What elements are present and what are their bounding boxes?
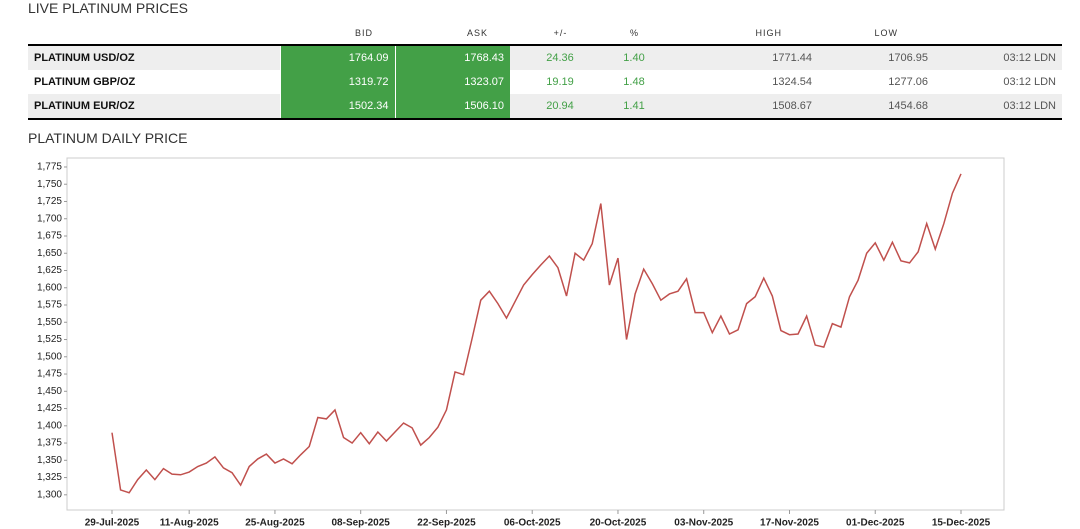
table-cell: 1319.72 [279, 70, 395, 94]
table-cell: 20.94 [510, 94, 610, 120]
column-header: % [610, 22, 658, 46]
table-row: PLATINUM GBP/OZ 1319.72 1323.07 19.19 1.48 13… [28, 70, 1062, 94]
table-cell: 1768.43 [394, 45, 510, 70]
table-cell: 1.41 [610, 94, 658, 120]
table-body: PLATINUM USD/OZ 1764.09 1768.43 24.36 1.40 17… [28, 45, 1062, 120]
x-tick-label: 03-Nov-2025 [674, 518, 733, 529]
y-tick-label: 1,350 [37, 455, 62, 466]
price-line [111, 173, 962, 494]
y-tick-label: 1,650 [37, 248, 62, 259]
prices-title: LIVE PLATINUM PRICES [28, 0, 189, 16]
y-tick-label: 1,750 [37, 179, 62, 190]
x-tick-label: 11-Aug-2025 [160, 518, 219, 529]
y-tick-label: 1,675 [37, 231, 62, 242]
x-tick-label: 08-Sep-2025 [332, 518, 391, 529]
table-cell: 1277.06 [888, 76, 928, 88]
header-cell [934, 22, 1062, 46]
y-tick-label: 1,375 [37, 438, 62, 449]
column-header: +/- [510, 22, 610, 46]
table-cell: PLATINUM GBP/OZ [34, 76, 136, 88]
x-tick-label: 06-Oct-2025 [504, 518, 561, 529]
column-header: LOW [818, 22, 934, 46]
table-cell: 03:12 LDN [934, 45, 1062, 70]
y-tick-label: 1,525 [37, 334, 62, 345]
y-tick-label: 1,500 [37, 351, 62, 362]
y-tick-label: 1,575 [37, 300, 62, 311]
y-tick-label: 1,425 [37, 403, 62, 414]
plot-frame [66, 157, 1005, 511]
table-cell: 1508.67 [658, 94, 818, 120]
table-row: PLATINUM USD/OZ 1764.09 1768.43 24.36 1.40 17… [28, 45, 1062, 70]
x-tick-label: 15-Dec-2025 [932, 518, 991, 529]
column-header: ASK [395, 22, 510, 46]
table-cell: 1764.09 [279, 45, 395, 70]
chart-title: PLATINUM DAILY PRICE [28, 130, 188, 146]
table-cell: 1502.34 [279, 94, 395, 120]
x-tick-label: 22-Sep-2025 [417, 518, 476, 529]
x-tick-label: 01-Dec-2025 [846, 518, 905, 529]
y-tick-label: 1,400 [37, 420, 62, 431]
table-cell: 03:12 LDN [934, 94, 1062, 120]
column-header: HIGH [658, 22, 818, 46]
header-row: BID ASK +/-% HIGH LOW [28, 22, 1062, 46]
table-cell: 1506.10 [394, 94, 510, 120]
table-cell: 03:12 LDN [1003, 76, 1056, 88]
x-tick-label: 17-Nov-2025 [760, 518, 819, 529]
table-cell: PLATINUM USD/OZ [28, 45, 280, 70]
y-tick-label: 1,450 [37, 386, 62, 397]
x-tick-label: 20-Oct-2025 [590, 518, 647, 529]
table-cell: 1771.44 [658, 45, 818, 70]
table-cell: 1.40 [610, 45, 658, 70]
table-row: PLATINUM EUR/OZ 1502.34 1506.10 20.94 1.41 15… [28, 94, 1062, 120]
table-cell: PLATINUM EUR/OZ [28, 94, 280, 120]
y-tick-label: 1,475 [37, 369, 62, 380]
y-tick-label: 1,700 [37, 213, 62, 224]
y-tick-label: 1,325 [37, 472, 62, 483]
table-cell: 19.19 [546, 76, 574, 88]
y-tick-label: 1,775 [37, 162, 62, 173]
y-tick-label: 1,625 [37, 265, 62, 276]
y-tick-label: 1,600 [37, 282, 62, 293]
table-cell: 1323.07 [394, 70, 510, 94]
table-cell: 1324.54 [772, 76, 812, 88]
column-header: BID [280, 22, 395, 46]
y-tick-label: 1,300 [37, 489, 62, 500]
prices-table: BID ASK +/-% HIGH LOW PLATINUM USD/OZ 1764.09… [28, 22, 1062, 120]
x-tick-label: 29-Jul-2025 [85, 518, 140, 529]
header-cell [28, 22, 280, 46]
table-cell: 1706.95 [818, 45, 934, 70]
table-cell: 1.48 [623, 76, 645, 88]
y-tick-label: 1,725 [37, 196, 62, 207]
table-cell: 1454.68 [818, 94, 934, 120]
x-tick-label: 25-Aug-2025 [245, 518, 305, 529]
y-tick-label: 1,550 [37, 317, 62, 328]
table-cell: 24.36 [510, 45, 610, 70]
